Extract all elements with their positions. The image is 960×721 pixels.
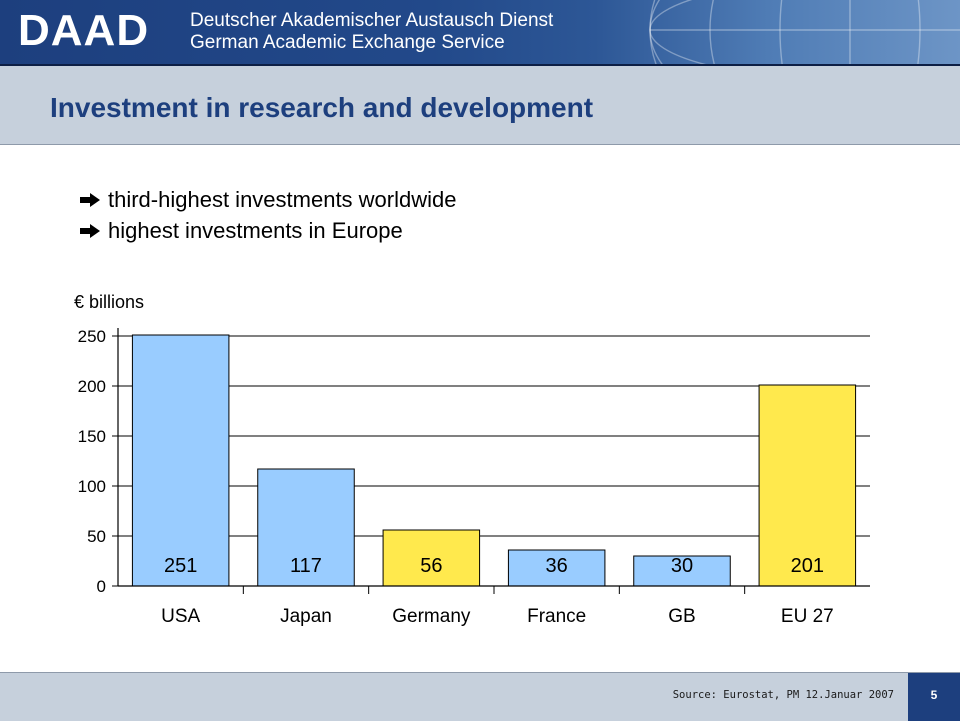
bullet-text: third-highest investments worldwide bbox=[108, 187, 457, 212]
data-label: 36 bbox=[546, 555, 568, 577]
data-label: 201 bbox=[791, 555, 824, 577]
org-name-german: Deutscher Akademischer Austausch Dienst bbox=[190, 10, 554, 31]
bullet-list: third-highest investments worldwide high… bbox=[80, 186, 457, 248]
bar bbox=[507, 549, 606, 587]
x-tick-label: France bbox=[527, 606, 586, 627]
y-tick-label: 50 bbox=[87, 527, 106, 546]
title-bar bbox=[0, 66, 960, 145]
axes: 0 50 100 150 200 250 USA Japan Germany France GB EU… bbox=[78, 327, 870, 627]
y-tick-label: 100 bbox=[78, 477, 106, 496]
x-tick-label: Germany bbox=[392, 606, 471, 627]
data-label: 56 bbox=[420, 555, 442, 577]
org-name: Deutscher Akademischer Austausch Dienst … bbox=[190, 10, 553, 54]
x-tick-label: USA bbox=[161, 606, 200, 627]
bullet-text: highest investments in Europe bbox=[108, 218, 403, 243]
bullet-item: third-highest investments worldwide bbox=[80, 186, 457, 217]
data-label: 251 bbox=[164, 555, 197, 577]
x-tick-label: EU 27 bbox=[781, 606, 834, 627]
y-tick-label: 250 bbox=[78, 327, 106, 346]
right-arrow-icon bbox=[80, 224, 100, 238]
bar bbox=[758, 384, 857, 587]
page-number: 5 bbox=[908, 673, 960, 721]
bullet-item: highest investments in Europe bbox=[80, 217, 457, 248]
y-axis-unit-label: € billions bbox=[74, 292, 144, 312]
header-banner: DAAD Deutscher Akademischer Austausch Di… bbox=[0, 0, 960, 64]
right-arrow-icon bbox=[80, 193, 100, 207]
slide-title: Investment in research and development bbox=[50, 92, 594, 123]
daad-logo: DAAD bbox=[18, 6, 150, 55]
x-tick-label: Japan bbox=[280, 606, 332, 627]
bar-chart: 251 117 56 36 30 201 0 50 100 150 200 250 USA Japan G… bbox=[74, 292, 870, 627]
data-label: 30 bbox=[671, 555, 693, 577]
y-tick-label: 0 bbox=[97, 577, 106, 596]
bar bbox=[257, 468, 355, 587]
bar bbox=[382, 529, 481, 587]
banner-divider bbox=[0, 64, 960, 66]
bars: 251 117 56 36 30 201 bbox=[131, 334, 857, 587]
bar bbox=[131, 334, 230, 587]
data-label: 117 bbox=[290, 555, 322, 577]
globe-graphic bbox=[649, 0, 960, 64]
y-tick-label: 200 bbox=[78, 377, 106, 396]
source-note: Source: Eurostat, PM 12.Januar 2007 bbox=[672, 689, 894, 701]
y-tick-label: 150 bbox=[78, 427, 106, 446]
x-tick-label: GB bbox=[668, 606, 695, 627]
grid-lines bbox=[118, 335, 870, 537]
org-name-english: German Academic Exchange Service bbox=[190, 32, 505, 53]
bar bbox=[633, 555, 731, 587]
footer-bar: Source: Eurostat, PM 12.Januar 2007 5 bbox=[0, 672, 960, 721]
